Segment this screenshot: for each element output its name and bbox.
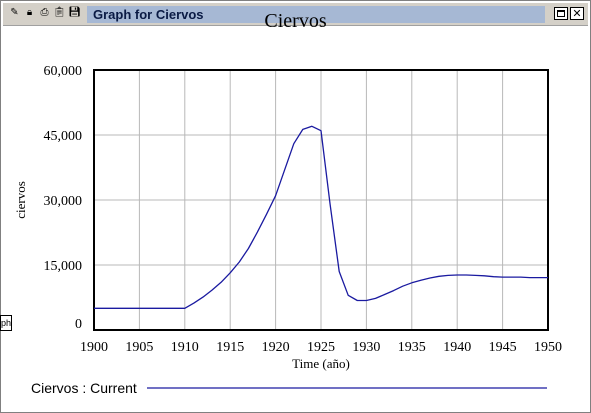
plot-frame xyxy=(93,69,549,331)
graph-content xyxy=(3,26,588,410)
side-tab[interactable]: ph xyxy=(0,315,12,331)
y-tick-label: 60,000 xyxy=(44,64,83,79)
x-tick-label: 1940 xyxy=(443,340,471,355)
legend-label: Ciervos : Current xyxy=(31,380,137,396)
x-tick-label: 1945 xyxy=(489,340,517,355)
x-tick-label: 1930 xyxy=(352,340,380,355)
clipboard-icon[interactable]: 📋︎ xyxy=(53,7,66,18)
toolbar-icons: ✎ 🔒︎ ⎙ 📋︎ 💾︎ xyxy=(9,7,81,19)
window-title: Graph for Ciervos xyxy=(87,6,545,23)
y-tick-label: 45,000 xyxy=(44,129,83,144)
close-button[interactable]: ✕ xyxy=(570,7,584,20)
chart-title: Ciervos xyxy=(264,10,327,32)
x-tick-label: 1935 xyxy=(398,340,426,355)
y-tick-label: 30,000 xyxy=(44,194,83,209)
x-tick-label: 1905 xyxy=(125,340,153,355)
x-tick-label: 1910 xyxy=(171,340,199,355)
print-icon[interactable]: ⎙ xyxy=(40,7,49,18)
sketch-icon[interactable]: ✎ xyxy=(10,7,19,18)
maximize-button[interactable] xyxy=(554,7,568,20)
y-axis-label: ciervos xyxy=(13,181,28,219)
series-line xyxy=(94,125,548,309)
x-tick-label: 1925 xyxy=(307,340,335,355)
lock-icon[interactable]: 🔒︎ xyxy=(26,7,33,18)
y-tick-label: 0 xyxy=(75,317,82,332)
x-tick-label: 1900 xyxy=(80,340,108,355)
window-titlebar: ✎ 🔒︎ ⎙ 📋︎ 💾︎ Graph for Ciervos ✕ xyxy=(3,3,588,26)
x-tick-label: 1920 xyxy=(262,340,290,355)
x-axis-label: Time (año) xyxy=(292,356,350,371)
y-tick-label: 15,000 xyxy=(44,259,83,274)
x-tick-label: 1915 xyxy=(216,340,244,355)
x-tick-label: 1950 xyxy=(534,340,562,355)
save-icon[interactable]: 💾︎ xyxy=(68,7,81,18)
